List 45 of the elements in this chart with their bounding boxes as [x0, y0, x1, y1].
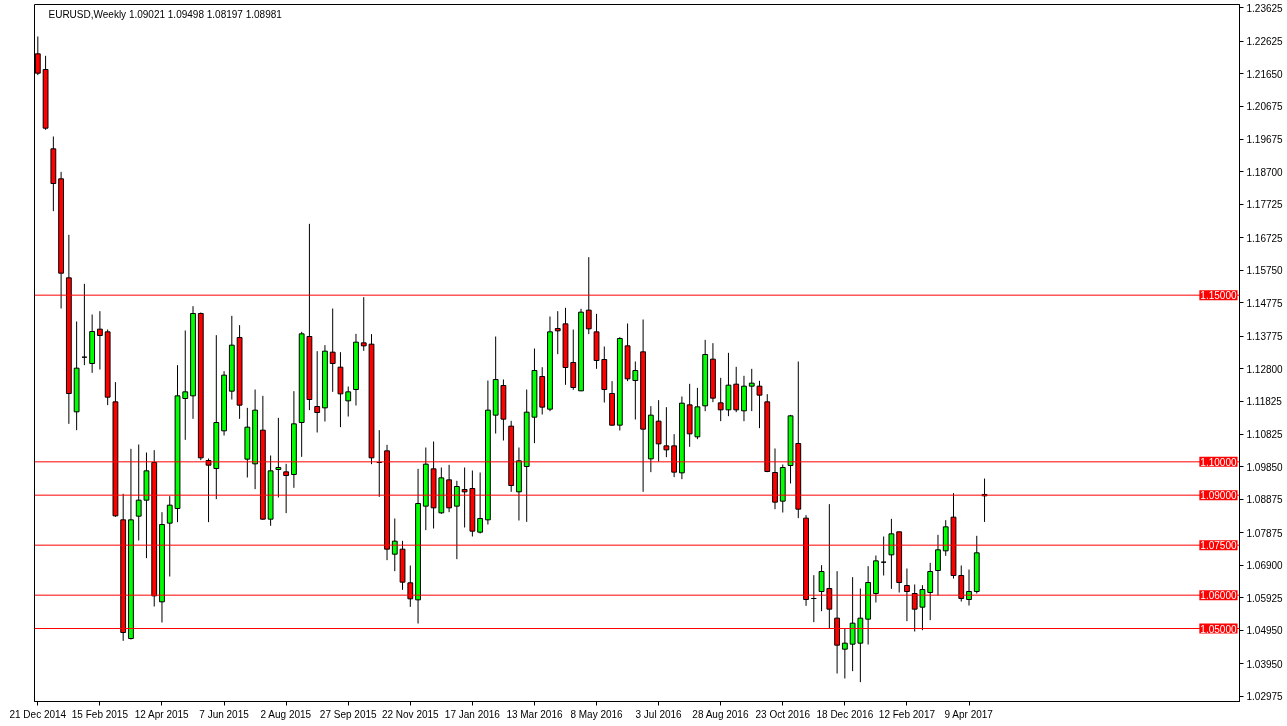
x-tick-label: 9 Apr 2017 [944, 708, 994, 720]
x-tick-label: 8 May 2016 [570, 708, 624, 720]
y-tick-label: 1.20675 [1246, 101, 1284, 112]
y-tick-label: 1.04950 [1246, 625, 1284, 637]
y-tick-label: 1.07875 [1246, 527, 1284, 539]
chart-title: EURUSD,Weekly 1.09021 1.09498 1.08197 1.08981 [48, 8, 283, 20]
y-tick-label: 1.14775 [1246, 297, 1284, 309]
ref-line-label: 1.07500 [1200, 540, 1237, 552]
x-tick-label: 22 Nov 2015 [381, 708, 440, 720]
y-tick-label: 1.17725 [1246, 199, 1284, 211]
y-tick-label: 1.06900 [1246, 560, 1284, 572]
y-tick-label: 1.02975 [1246, 691, 1284, 702]
x-tick-label: 2 Aug 2015 [260, 708, 312, 720]
x-tick-label: 28 Aug 2016 [692, 708, 749, 720]
y-tick-label: 1.16725 [1246, 232, 1284, 244]
x-tick-label: 17 Jan 2016 [444, 708, 501, 720]
ref-line-label: 1.05000 [1200, 623, 1237, 635]
x-tick-label: 3 Jul 2016 [635, 708, 683, 720]
ref-line-label: 1.09000 [1200, 490, 1237, 502]
x-tick-label: 15 Feb 2015 [71, 708, 129, 720]
y-tick-label: 1.15750 [1246, 265, 1284, 277]
y-tick-label: 1.10825 [1246, 429, 1284, 441]
x-tick-label: 7 Jun 2015 [199, 708, 250, 720]
ref-line-label: 1.06000 [1200, 590, 1237, 602]
x-tick-label: 18 Dec 2016 [816, 708, 874, 720]
y-tick-label: 1.12800 [1246, 363, 1284, 375]
y-tick-label: 1.19675 [1246, 134, 1284, 146]
y-tick-label: 1.11825 [1246, 396, 1283, 407]
x-tick-label: 12 Apr 2015 [134, 708, 190, 720]
y-tick-label: 1.13775 [1246, 331, 1284, 342]
x-tick-label: 13 Mar 2016 [506, 708, 563, 720]
x-tick-label: 21 Dec 2014 [9, 708, 67, 720]
y-tick-label: 1.18700 [1246, 166, 1284, 178]
x-tick-label: 27 Sep 2015 [319, 708, 378, 720]
x-tick-label: 23 Oct 2016 [755, 708, 811, 720]
y-tick-label: 1.23625 [1246, 2, 1284, 14]
y-tick-label: 1.22625 [1246, 36, 1284, 47]
y-tick-label: 1.08875 [1246, 494, 1284, 506]
ref-line-label: 1.15000 [1200, 290, 1237, 302]
y-tick-label: 1.03950 [1246, 658, 1284, 670]
x-tick-label: 12 Feb 2017 [878, 708, 936, 720]
y-tick-label: 1.21650 [1246, 68, 1284, 80]
ref-line-label: 1.10000 [1200, 456, 1237, 468]
y-tick-label: 1.05925 [1246, 592, 1284, 604]
y-tick-label: 1.09850 [1246, 461, 1284, 473]
